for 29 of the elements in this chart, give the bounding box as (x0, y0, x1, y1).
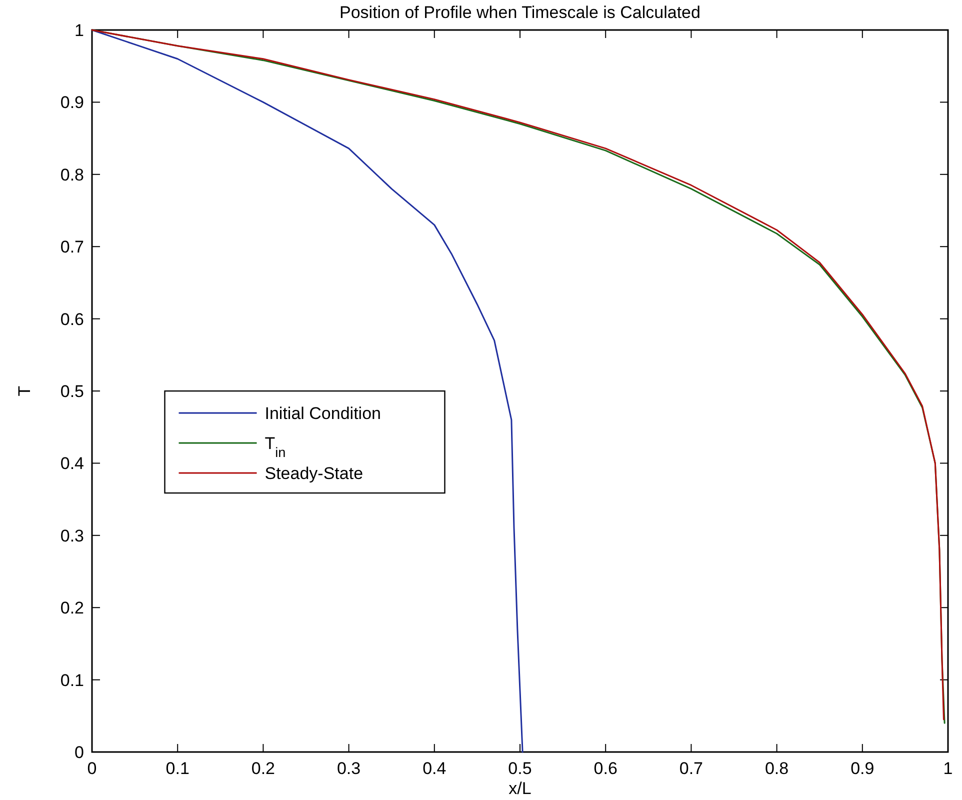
x-tick-label: 0.9 (850, 759, 874, 778)
y-tick-label: 0.9 (60, 93, 84, 112)
y-tick-label: 0.8 (60, 165, 84, 184)
y-tick-label: 0.4 (60, 454, 84, 474)
y-tick-label: 1 (74, 21, 84, 40)
y-tick-label: 0.5 (60, 382, 84, 401)
y-tick-label: 0 (74, 743, 84, 762)
x-tick-label: 0.2 (251, 759, 276, 778)
x-tick-label: 0.8 (764, 759, 789, 778)
x-tick-label: 0 (87, 759, 97, 778)
y-tick-label: 0.7 (60, 238, 84, 257)
x-tick-label: 0.1 (166, 759, 190, 778)
x-tick-label: 0.5 (508, 759, 532, 778)
x-axis-title: x/L (508, 779, 532, 798)
y-axis-title: T (15, 386, 34, 396)
x-tick-label: 1 (943, 759, 953, 778)
x-tick-label: 0.4 (422, 759, 446, 778)
y-tick-label: 0.2 (60, 598, 84, 618)
legend-label: Steady-State (264, 464, 364, 483)
chart-title: Position of Profile when Timescale is Calculated (340, 3, 700, 22)
x-tick-label: 0.3 (336, 759, 361, 778)
x-tick-label: 0.7 (679, 759, 704, 778)
y-tick-label: 0.3 (60, 526, 84, 546)
y-tick-label: 0.1 (60, 670, 84, 690)
legend-label: T$_{in}$ (264, 434, 286, 460)
legend-label: Initial Condition (264, 404, 382, 423)
y-tick-label: 0.6 (60, 310, 84, 329)
x-tick-label: 0.6 (594, 759, 618, 778)
line-series (91, 29, 524, 753)
